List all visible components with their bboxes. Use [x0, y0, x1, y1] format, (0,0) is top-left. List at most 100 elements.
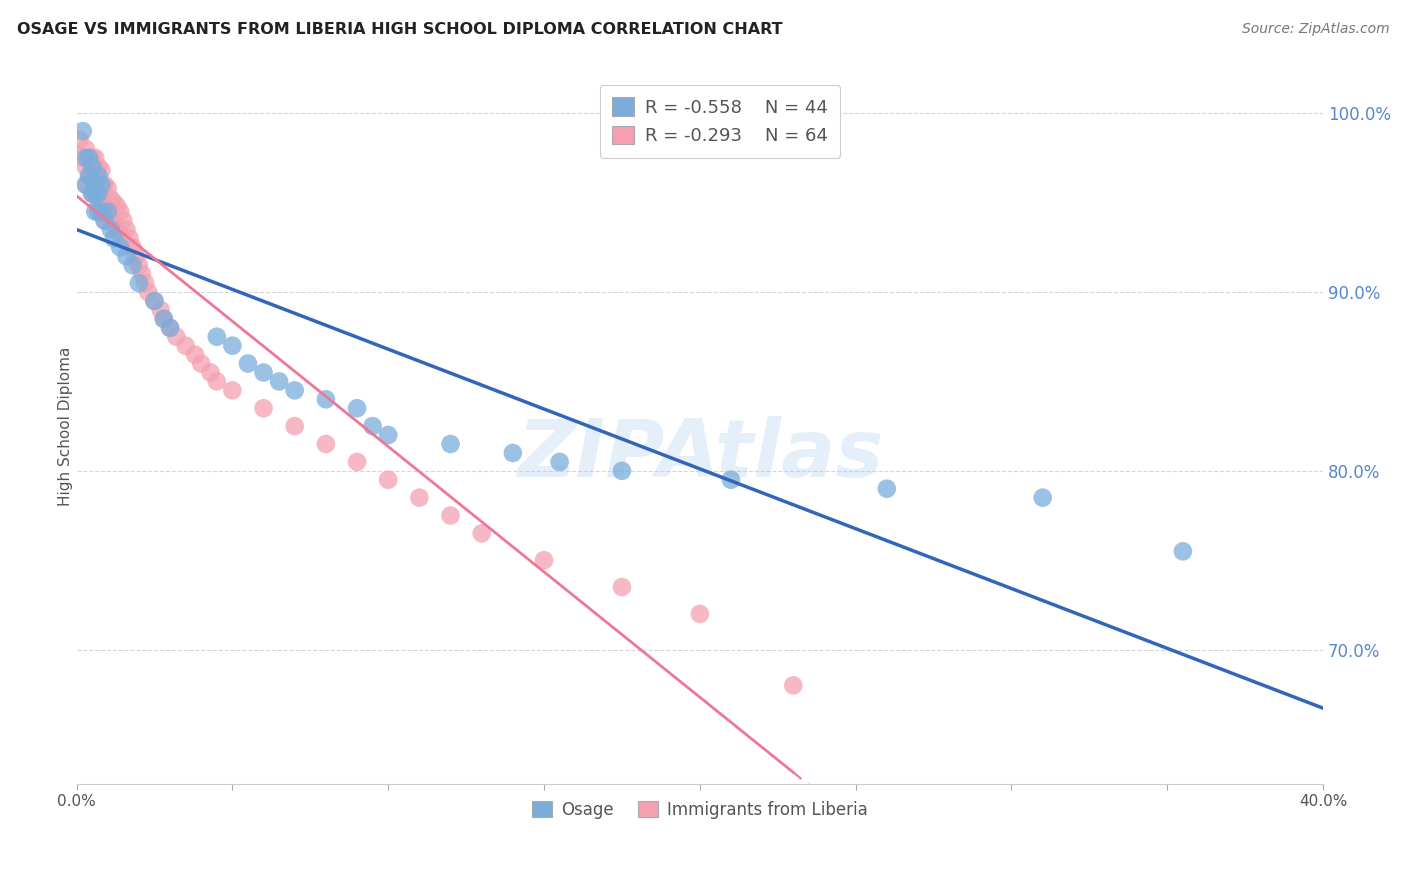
Point — [75, 142, 97, 156]
Point — [377, 473, 399, 487]
Point — [105, 199, 128, 213]
Point — [115, 222, 138, 236]
Point — [90, 204, 112, 219]
Point — [72, 151, 94, 165]
Point — [112, 213, 135, 227]
Point — [69, 133, 91, 147]
Point — [153, 311, 176, 326]
Point — [87, 195, 110, 210]
Point — [121, 258, 143, 272]
Point — [93, 195, 115, 210]
Point — [108, 204, 131, 219]
Point — [502, 446, 524, 460]
Point — [439, 437, 461, 451]
Point — [84, 151, 107, 165]
Point — [77, 151, 100, 165]
Point — [548, 455, 571, 469]
Point — [75, 151, 97, 165]
Point — [77, 151, 100, 165]
Point — [87, 204, 110, 219]
Text: ZIPAtlas: ZIPAtlas — [517, 416, 883, 494]
Point — [82, 151, 104, 165]
Point — [84, 178, 107, 192]
Point — [87, 186, 110, 201]
Point — [90, 204, 112, 219]
Point — [84, 204, 107, 219]
Point — [82, 169, 104, 183]
Point — [87, 178, 110, 192]
Point — [100, 222, 122, 236]
Point — [284, 419, 307, 434]
Point — [471, 526, 494, 541]
Point — [159, 320, 181, 334]
Point — [269, 375, 291, 389]
Point — [97, 181, 120, 195]
Point — [90, 163, 112, 178]
Point — [205, 375, 228, 389]
Point — [100, 192, 122, 206]
Point — [1171, 544, 1194, 558]
Point — [174, 339, 197, 353]
Point — [82, 160, 104, 174]
Point — [159, 320, 181, 334]
Point — [284, 384, 307, 398]
Point — [143, 293, 166, 308]
Point — [103, 231, 125, 245]
Point — [77, 169, 100, 183]
Point — [84, 186, 107, 201]
Point — [153, 311, 176, 326]
Point — [876, 482, 898, 496]
Point — [315, 437, 337, 451]
Point — [408, 491, 430, 505]
Point — [118, 231, 141, 245]
Point — [165, 329, 187, 343]
Point — [93, 178, 115, 192]
Point — [134, 276, 156, 290]
Point — [252, 401, 274, 416]
Point — [100, 210, 122, 224]
Point — [361, 419, 384, 434]
Point — [75, 160, 97, 174]
Point — [782, 678, 804, 692]
Point — [84, 169, 107, 183]
Point — [87, 169, 110, 183]
Point — [121, 240, 143, 254]
Text: OSAGE VS IMMIGRANTS FROM LIBERIA HIGH SCHOOL DIPLOMA CORRELATION CHART: OSAGE VS IMMIGRANTS FROM LIBERIA HIGH SC… — [17, 22, 783, 37]
Point — [108, 240, 131, 254]
Point — [136, 285, 159, 299]
Point — [439, 508, 461, 523]
Point — [236, 357, 259, 371]
Point — [131, 267, 153, 281]
Point — [689, 607, 711, 621]
Point — [77, 169, 100, 183]
Point — [108, 227, 131, 242]
Point — [90, 178, 112, 192]
Point — [128, 276, 150, 290]
Point — [610, 580, 633, 594]
Point — [1032, 491, 1054, 505]
Text: Source: ZipAtlas.com: Source: ZipAtlas.com — [1241, 22, 1389, 37]
Point — [346, 401, 368, 416]
Point — [93, 213, 115, 227]
Point — [97, 204, 120, 219]
Point — [90, 181, 112, 195]
Point — [75, 178, 97, 192]
Point — [143, 293, 166, 308]
Point — [200, 366, 222, 380]
Point — [103, 213, 125, 227]
Point — [533, 553, 555, 567]
Point — [221, 339, 243, 353]
Point — [87, 160, 110, 174]
Legend: Osage, Immigrants from Liberia: Osage, Immigrants from Liberia — [526, 794, 875, 825]
Point — [75, 178, 97, 192]
Point — [103, 195, 125, 210]
Point — [105, 222, 128, 236]
Point — [190, 357, 212, 371]
Point — [72, 124, 94, 138]
Point — [252, 366, 274, 380]
Point — [115, 249, 138, 263]
Point — [221, 384, 243, 398]
Point — [128, 258, 150, 272]
Point — [149, 302, 172, 317]
Point — [205, 329, 228, 343]
